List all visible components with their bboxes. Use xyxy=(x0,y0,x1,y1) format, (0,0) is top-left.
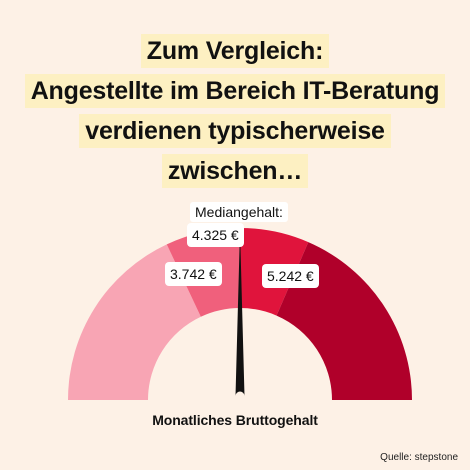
title-block: Zum Vergleich: Angestellte im Bereich IT… xyxy=(0,34,470,188)
axis-label: Monatliches Bruttogehalt xyxy=(152,412,318,428)
high-label: 5.242 € xyxy=(262,264,319,288)
title-line-2: Angestellte im Bereich IT-Beratung xyxy=(24,74,446,108)
median-label: 4.325 € xyxy=(187,223,244,247)
gauge-needle xyxy=(235,230,245,396)
median-caption: Mediangehalt: xyxy=(190,202,288,222)
low-label: 3.742 € xyxy=(165,262,222,286)
source-note: Quelle: stepstone xyxy=(380,452,458,463)
title-line-1: Zum Vergleich: xyxy=(140,34,330,68)
title-line-3: verdienen typischerweise xyxy=(79,114,391,148)
title-line-4: zwischen… xyxy=(161,154,309,188)
